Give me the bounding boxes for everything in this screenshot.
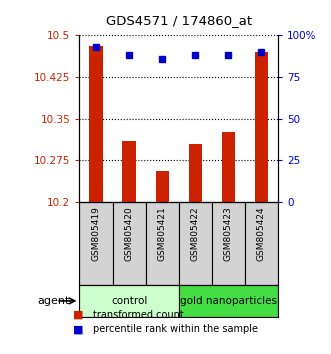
Bar xyxy=(146,202,179,285)
Text: GSM805424: GSM805424 xyxy=(257,206,266,261)
Text: agent: agent xyxy=(37,296,70,306)
Bar xyxy=(212,202,245,285)
Bar xyxy=(255,52,268,202)
Text: transformed count: transformed count xyxy=(93,310,183,320)
Bar xyxy=(179,202,212,285)
Text: GSM805420: GSM805420 xyxy=(124,206,134,261)
Text: control: control xyxy=(111,296,147,306)
Bar xyxy=(113,202,146,285)
Text: GSM805419: GSM805419 xyxy=(91,206,101,261)
Text: ■: ■ xyxy=(73,324,83,334)
Bar xyxy=(79,285,179,317)
Bar xyxy=(122,141,136,202)
Bar xyxy=(189,143,202,202)
Bar xyxy=(245,202,278,285)
Text: GSM805422: GSM805422 xyxy=(191,206,200,261)
Bar xyxy=(79,202,113,285)
Text: gold nanoparticles: gold nanoparticles xyxy=(180,296,277,306)
Text: GSM805423: GSM805423 xyxy=(224,206,233,261)
Text: ■: ■ xyxy=(73,310,83,320)
Text: GSM805421: GSM805421 xyxy=(158,206,167,261)
Bar xyxy=(222,132,235,202)
Bar xyxy=(179,285,278,317)
Bar xyxy=(89,46,103,202)
Text: GDS4571 / 174860_at: GDS4571 / 174860_at xyxy=(106,14,252,27)
Text: percentile rank within the sample: percentile rank within the sample xyxy=(93,324,258,334)
Bar xyxy=(156,171,169,202)
